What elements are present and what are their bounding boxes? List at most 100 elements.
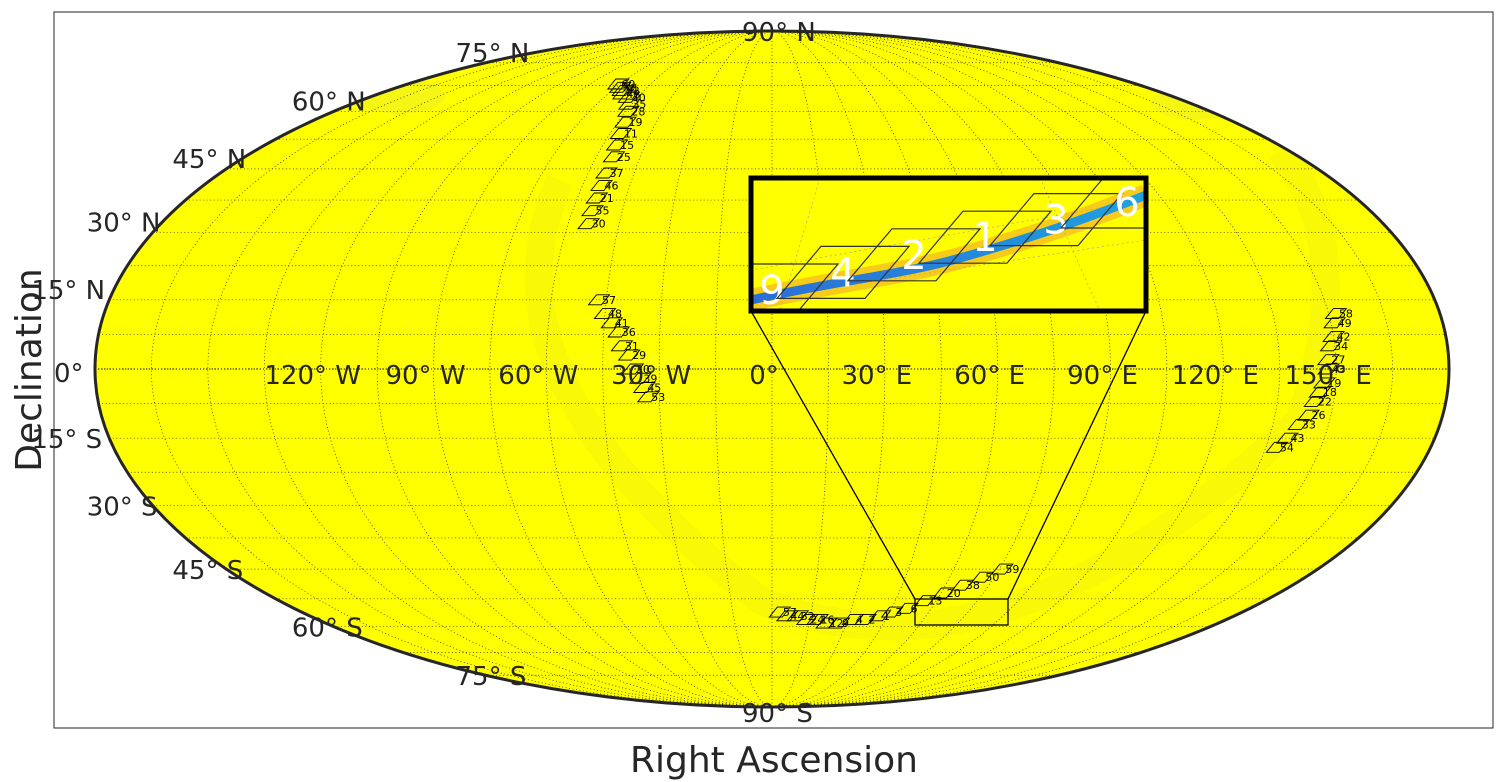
tile-label: 19 [1327, 377, 1341, 390]
tile-label: 55 [596, 205, 610, 218]
inset-tile-label: 1 [972, 215, 997, 261]
tile-outline [1323, 317, 1347, 329]
inset-tile-label: 6 [1114, 180, 1139, 226]
meridian-line [433, 31, 773, 707]
dec-tick-label: 75° N [456, 39, 530, 69]
pole-blob-right [1151, 84, 1241, 120]
tile-outline [1297, 409, 1320, 421]
inset-tile-outline [751, 263, 840, 311]
meridian-line [715, 31, 773, 707]
tile-outline [605, 139, 629, 151]
tile-label: 49 [1338, 317, 1352, 330]
tile-outline [602, 151, 626, 163]
tile-label: 31 [625, 340, 639, 353]
inset-tile-outline [775, 245, 911, 299]
tile-label: 58 [623, 81, 637, 94]
tile-outline [970, 571, 994, 583]
tile-label: 33 [1302, 418, 1316, 431]
tile-outline [632, 382, 656, 393]
dec-tick-label: 0° [54, 359, 84, 389]
ra-tick-label: 120° W [264, 361, 361, 391]
tile-outline [1287, 418, 1311, 430]
tile-outline [1312, 377, 1336, 389]
tile-label: 6 [910, 602, 917, 615]
ra-tick-label: 0° [749, 361, 779, 391]
tile-label: 1 [883, 610, 890, 623]
tile-outline [614, 116, 637, 128]
tile-outline [1319, 340, 1343, 352]
tile-label: 29 [632, 349, 646, 362]
dec-tick-label: 30° S [87, 493, 158, 523]
tile-outline [990, 563, 1014, 575]
meridian-line [771, 31, 999, 707]
inset-tile-label: 2 [901, 233, 926, 279]
tile-label: 28 [631, 105, 645, 118]
tile-outline [595, 167, 618, 179]
tile-outline [610, 340, 634, 352]
ra-tick-label: 150° E [1285, 361, 1372, 391]
tile-label: 30 [636, 363, 650, 376]
y-axis-label: Declination [9, 268, 50, 472]
tile-label: 43 [1332, 363, 1346, 376]
tile-outline [617, 349, 641, 361]
tile-outline [585, 192, 609, 204]
dec-tick-label: 45° N [172, 145, 246, 175]
tile-outline [880, 606, 904, 618]
tile-label: 3 [895, 606, 902, 619]
ra-tick-label: 60° W [498, 361, 578, 391]
tile-outline [617, 98, 641, 110]
inset-tile-label: 3 [1043, 198, 1068, 244]
tile-label: 42 [1337, 331, 1351, 344]
dec-tick-label: 60° S [292, 614, 363, 644]
tile-outline [768, 606, 792, 618]
dec-tick-labels: 90° N 75° N 60° N 45° N 30° N 15° N 0° 15° S 30°… [31, 18, 815, 729]
tile-label: 12 [830, 617, 844, 630]
axes-box [53, 11, 1494, 729]
tile-label: 43 [1290, 432, 1304, 445]
tile-outline [1317, 363, 1341, 375]
tile-outline [608, 81, 632, 93]
ra-tick-label: 60° E [954, 361, 1025, 391]
meridian-line [545, 31, 773, 707]
tile-label: 41 [615, 317, 629, 330]
faint-band [524, 141, 1340, 641]
tile-label: 26 [1312, 409, 1326, 422]
tile-label: 36 [622, 326, 636, 339]
meridian-line [771, 31, 829, 707]
dec-tick-label: 60° N [292, 87, 366, 117]
zoom-region-box [914, 598, 1009, 626]
tile-label: 21 [600, 192, 614, 205]
tile-outline [617, 91, 641, 103]
ra-tick-label: 30° E [841, 361, 912, 391]
tile-label: 4 [856, 613, 863, 626]
inset-tile-label: 9 [759, 268, 784, 314]
tile-outline [827, 617, 851, 629]
tile-label: 19 [629, 116, 643, 129]
tile-outline [600, 317, 624, 329]
zoom-connector-right [1007, 310, 1147, 600]
tile-label: 34 [1334, 340, 1348, 353]
dec-tick-label: 15° S [31, 425, 102, 455]
dec-tick-label: 75° S [456, 662, 527, 692]
tile-outline [913, 595, 937, 607]
tile-outline [806, 613, 829, 625]
ra-tick-label: 90° E [1067, 361, 1138, 391]
tile-label: 53 [651, 391, 665, 404]
tile-label: 11 [624, 127, 638, 140]
tile-label: 54 [1280, 441, 1294, 454]
tile-outline [636, 391, 660, 403]
dec-tick-label: 30° N [87, 208, 161, 238]
tile-label: 37 [610, 167, 624, 180]
mollweide-outline [93, 29, 1451, 709]
tile-label: 2 [868, 613, 875, 626]
tile-outline [1275, 432, 1299, 444]
dec-tick-label: 90° N [742, 18, 816, 48]
meridian-line [771, 31, 1111, 707]
tile-outline [932, 587, 956, 599]
tile-label: 27 [1331, 354, 1345, 367]
tile-outline [590, 179, 613, 191]
